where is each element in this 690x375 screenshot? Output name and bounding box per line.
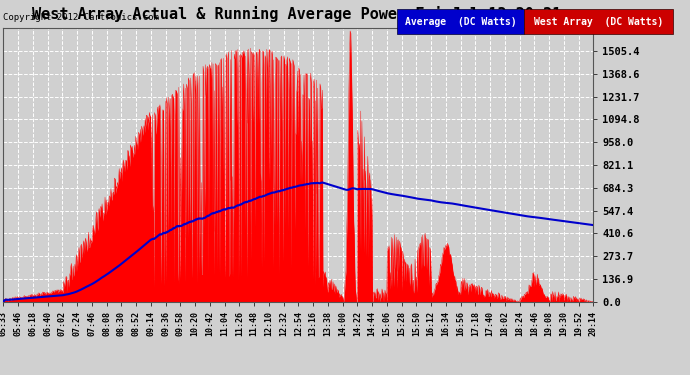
Text: Average  (DC Watts): Average (DC Watts): [405, 16, 516, 27]
Text: West Array Actual & Running Average Power Fri Jul 13 20:21: West Array Actual & Running Average Powe…: [32, 6, 562, 22]
Text: West Array  (DC Watts): West Array (DC Watts): [534, 16, 663, 27]
Text: Copyright 2012 Cartronics.com: Copyright 2012 Cartronics.com: [3, 13, 159, 22]
